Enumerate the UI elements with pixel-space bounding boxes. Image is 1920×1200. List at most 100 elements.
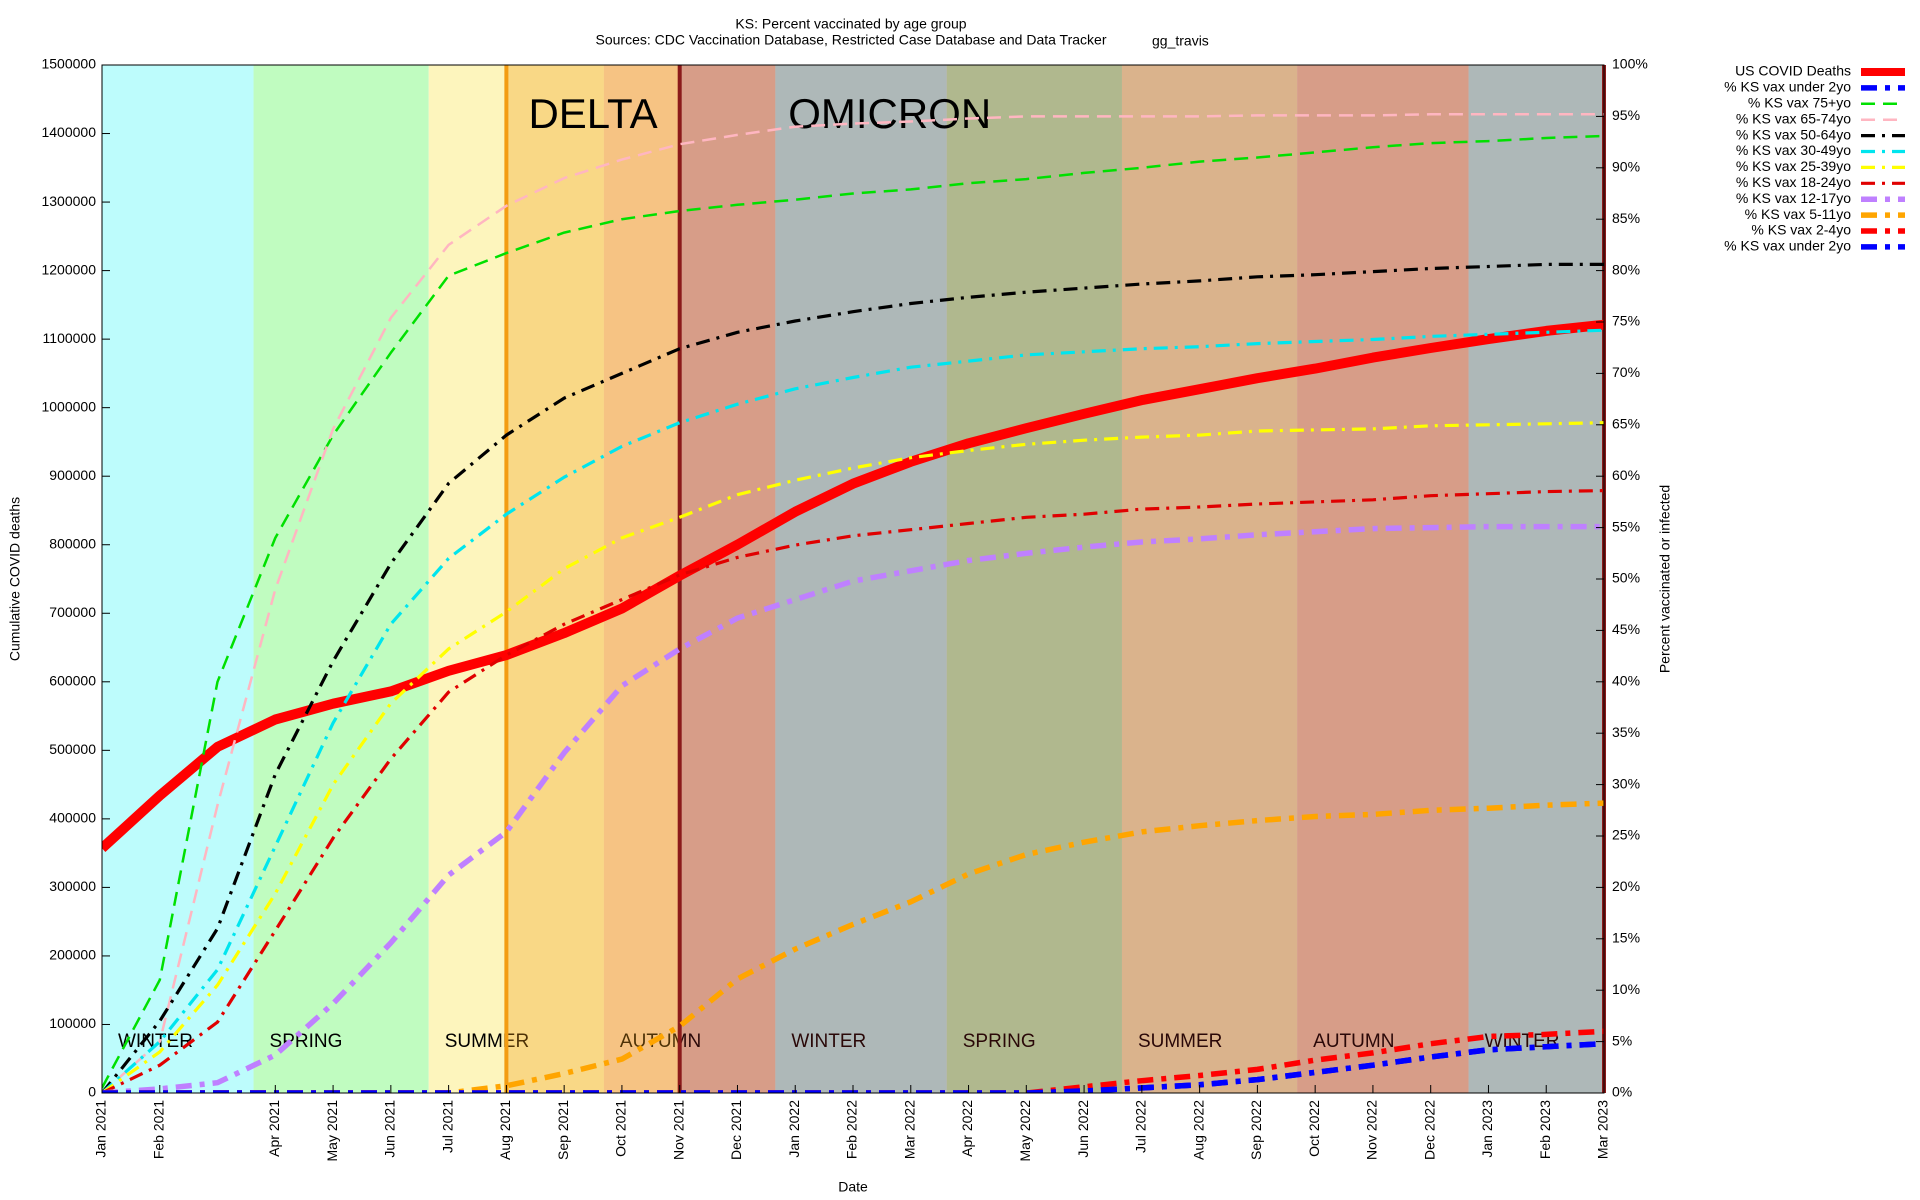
chart-title: KS: Percent vaccinated by age group: [735, 16, 966, 32]
x-tick-label: May 2022: [1017, 1100, 1033, 1162]
credit: gg_travis: [1152, 33, 1209, 49]
season-label: SPRING: [963, 1031, 1036, 1052]
y-axis-label: Cumulative COVID deaths: [7, 497, 23, 661]
season-band: [603, 65, 776, 1093]
y2-tick-label: 45%: [1612, 621, 1640, 637]
y2-tick-label: 100%: [1612, 56, 1648, 72]
season-band: [1297, 65, 1469, 1093]
y-tick-label: 800000: [49, 535, 96, 551]
y2-tick-label: 25%: [1612, 827, 1640, 843]
x-tick-label: Mar 2023: [1595, 1100, 1611, 1159]
y-tick-label: 500000: [49, 741, 96, 757]
series-line: [102, 421, 1604, 1093]
x-tick-label: Feb 2023: [1537, 1100, 1553, 1159]
x-tick-label: Jul 2022: [1133, 1100, 1149, 1153]
season-band: [428, 65, 604, 1093]
x-tick-label: Nov 2022: [1364, 1100, 1380, 1160]
y2-tick-label: 90%: [1612, 159, 1640, 175]
series-line: [102, 262, 1604, 1093]
series-line: [102, 113, 1604, 1093]
legend-label: % KS vax under 2yo: [1724, 79, 1851, 95]
season-label: AUTUMN: [1313, 1031, 1394, 1052]
series-line: [102, 489, 1604, 1093]
legend-label: % KS vax 50-64yo: [1736, 126, 1851, 142]
y-tick-label: 700000: [49, 604, 96, 620]
season-label: WINTER: [118, 1031, 193, 1052]
period-label: DELTA: [528, 90, 657, 137]
y-tick-label: 1400000: [41, 124, 96, 140]
legend-label: % KS vax 5-11yo: [1745, 206, 1852, 222]
x-tick-label: Sep 2021: [555, 1100, 571, 1160]
legend-label: % KS vax 75+yo: [1748, 95, 1851, 111]
series-line: [102, 328, 1604, 1093]
legend-label: % KS vax 30-49yo: [1736, 142, 1851, 158]
x-tick-label: Apr 2021: [266, 1100, 282, 1157]
y2-tick-label: 20%: [1612, 878, 1640, 894]
period-label: OMICRON: [788, 90, 991, 137]
y2-tick-label: 95%: [1612, 107, 1640, 123]
plot-lines: [102, 113, 1604, 1093]
legend-label: % KS vax 12-17yo: [1736, 190, 1851, 206]
y-tick-label: 1500000: [41, 56, 96, 72]
x-tick-label: Jun 2022: [1075, 1100, 1091, 1158]
y2-tick-label: 85%: [1612, 210, 1640, 226]
legend-label: % KS vax 2-4yo: [1751, 222, 1851, 238]
legend-label: US COVID Deaths: [1735, 63, 1851, 79]
y-tick-label: 200000: [49, 947, 96, 963]
y2-tick-label: 10%: [1612, 981, 1640, 997]
series-line: [102, 800, 1604, 1093]
y-tick-label: 900000: [49, 467, 96, 483]
season-band: [1121, 65, 1298, 1093]
y2-tick-label: 80%: [1612, 261, 1640, 277]
y-tick-label: 400000: [49, 810, 96, 826]
legend-label: % KS vax under 2yo: [1724, 238, 1851, 254]
x-tick-label: Jan 2022: [786, 1100, 802, 1158]
season-band: [946, 65, 1122, 1093]
season-label: WINTER: [1485, 1031, 1560, 1052]
season-band: [1468, 65, 1604, 1093]
season-band: [102, 65, 254, 1093]
series-line: [102, 319, 1604, 852]
y2-tick-label: 55%: [1612, 518, 1640, 534]
x-tick-label: Oct 2021: [613, 1100, 629, 1157]
series-line: [102, 523, 1604, 1093]
x-tick-label: Jan 2021: [93, 1100, 109, 1158]
y2-tick-label: 70%: [1612, 364, 1640, 380]
x-tick-label: Oct 2022: [1306, 1100, 1322, 1157]
x-tick-label: Sep 2022: [1248, 1100, 1264, 1160]
y2-tick-label: 75%: [1612, 313, 1640, 329]
y-tick-label: 1200000: [41, 261, 96, 277]
x-tick-label: Feb 2022: [844, 1100, 860, 1159]
background-bands: WINTER SPRING SUMMER AUTUMN WINTER SPRING SUMM…: [102, 65, 1606, 1093]
season-label: WINTER: [791, 1031, 866, 1052]
y2-tick-label: 0%: [1612, 1084, 1632, 1100]
legend-label: % KS vax 18-24yo: [1736, 174, 1851, 190]
x-tick-label: Aug 2022: [1190, 1100, 1206, 1160]
x-tick-label: Dec 2022: [1421, 1100, 1437, 1160]
y-tick-label: 1300000: [41, 193, 96, 209]
axes: 0 100000 200000 300000 400000 500000 600000 700…: [41, 56, 1905, 1162]
y-tick-label: 300000: [49, 878, 96, 894]
y2-tick-label: 60%: [1612, 467, 1640, 483]
series-line: [102, 134, 1604, 1089]
chart-subtitle: Sources: CDC Vaccination Database, Restr…: [596, 32, 1107, 48]
y2-tick-label: 35%: [1612, 724, 1640, 740]
legend-label: % KS vax 25-39yo: [1736, 158, 1851, 174]
x-tick-label: Mar 2022: [901, 1100, 917, 1159]
x-tick-label: Nov 2021: [670, 1100, 686, 1160]
y2-tick-label: 15%: [1612, 930, 1640, 946]
period-overlay: [506, 65, 680, 1093]
y2-tick-label: 5%: [1612, 1032, 1632, 1048]
x-tick-label: Jan 2023: [1479, 1100, 1495, 1158]
x-tick-label: Jul 2021: [439, 1100, 455, 1153]
y-tick-label: 1000000: [41, 398, 96, 414]
y-tick-label: 1100000: [43, 330, 97, 346]
y-tick-label: 100000: [49, 1015, 96, 1031]
x-axis-label: Date: [838, 1179, 868, 1195]
y2-axis-label: Percent vaccinated or infected: [1657, 485, 1673, 673]
y2-tick-label: 30%: [1612, 775, 1640, 791]
y2-tick-label: 65%: [1612, 416, 1640, 432]
y2-tick-label: 40%: [1612, 673, 1640, 689]
